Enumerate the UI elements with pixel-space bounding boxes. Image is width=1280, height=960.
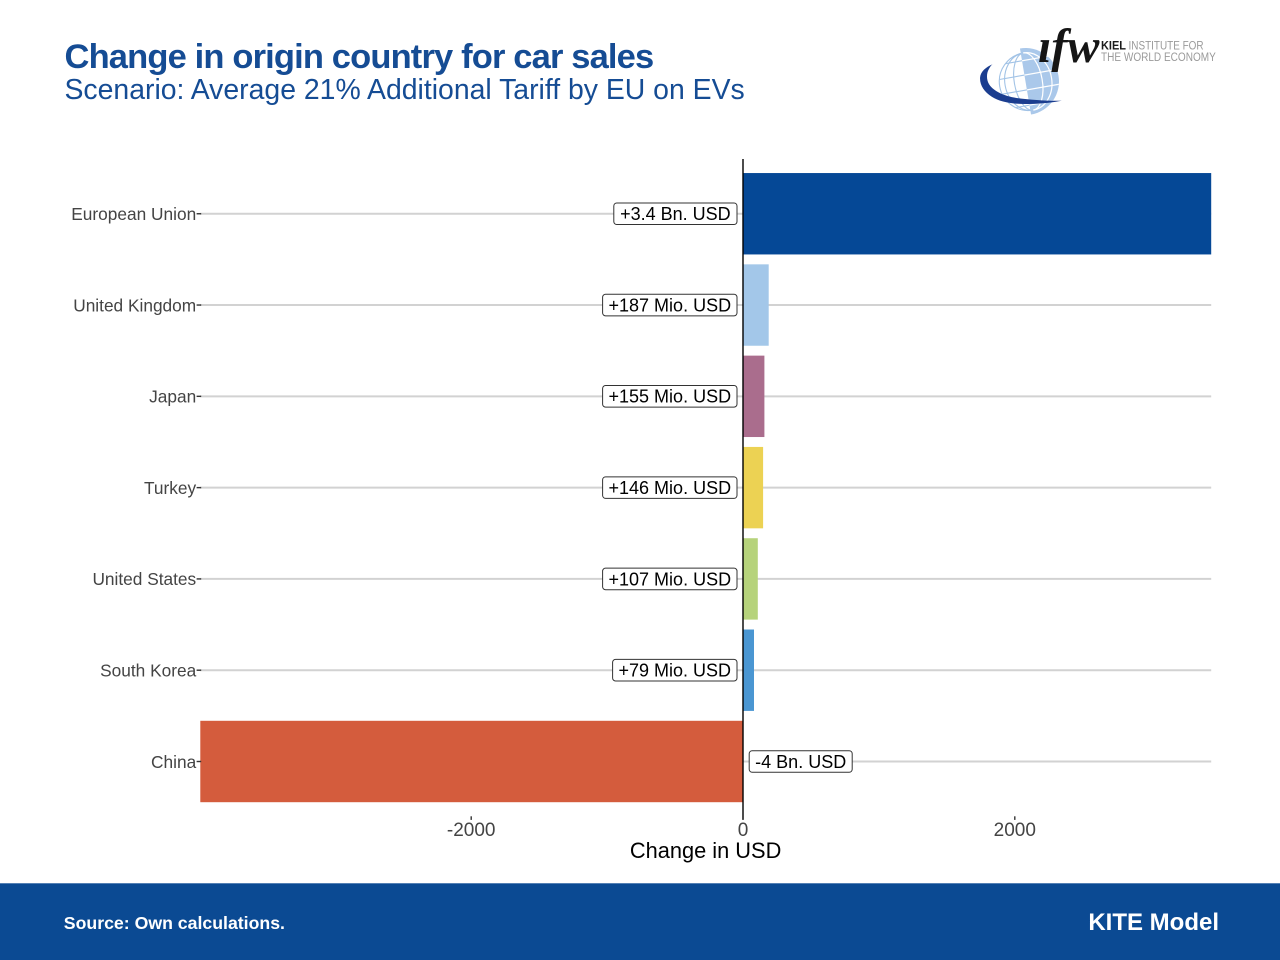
svg-text:+187 Mio. USD: +187 Mio. USD — [609, 295, 732, 315]
svg-text:+79 Mio. USD: +79 Mio. USD — [619, 661, 732, 681]
svg-text:-2000: -2000 — [447, 820, 496, 841]
svg-text:South Korea: South Korea — [100, 661, 196, 681]
svg-text:Source: Own calculations.: Source: Own calculations. — [64, 913, 285, 933]
svg-text:Change in USD: Change in USD — [630, 838, 781, 863]
svg-text:Turkey: Turkey — [144, 478, 197, 498]
svg-text:ıfw: ıfw — [1038, 20, 1100, 73]
svg-text:Scenario: Average 21% Addition: Scenario: Average 21% Additional Tariff … — [65, 74, 745, 106]
svg-text:China: China — [151, 752, 197, 772]
svg-text:United Kingdom: United Kingdom — [73, 295, 196, 315]
svg-text:0: 0 — [738, 820, 749, 841]
svg-text:THE WORLD ECONOMY: THE WORLD ECONOMY — [1101, 52, 1216, 64]
svg-text:Japan: Japan — [149, 387, 196, 407]
svg-text:+155 Mio. USD: +155 Mio. USD — [609, 387, 732, 407]
svg-text:-4 Bn. USD: -4 Bn. USD — [755, 752, 846, 772]
svg-text:+3.4 Bn. USD: +3.4 Bn. USD — [620, 204, 731, 224]
svg-text:2000: 2000 — [994, 820, 1036, 841]
svg-text:KITE Model: KITE Model — [1088, 909, 1219, 936]
svg-text:Change in origin country for c: Change in origin country for car sales — [65, 38, 654, 76]
svg-text:+146 Mio. USD: +146 Mio. USD — [609, 478, 732, 498]
svg-text:+107 Mio. USD: +107 Mio. USD — [609, 569, 732, 589]
svg-text:European Union: European Union — [71, 204, 196, 224]
svg-text:United States: United States — [92, 569, 196, 589]
svg-text:KIEL: KIEL — [1101, 41, 1126, 53]
svg-text:INSTITUTE FOR: INSTITUTE FOR — [1129, 41, 1204, 53]
